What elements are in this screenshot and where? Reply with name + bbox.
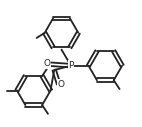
Text: O: O xyxy=(58,80,65,89)
Text: O: O xyxy=(43,59,50,68)
Text: P: P xyxy=(68,61,74,70)
